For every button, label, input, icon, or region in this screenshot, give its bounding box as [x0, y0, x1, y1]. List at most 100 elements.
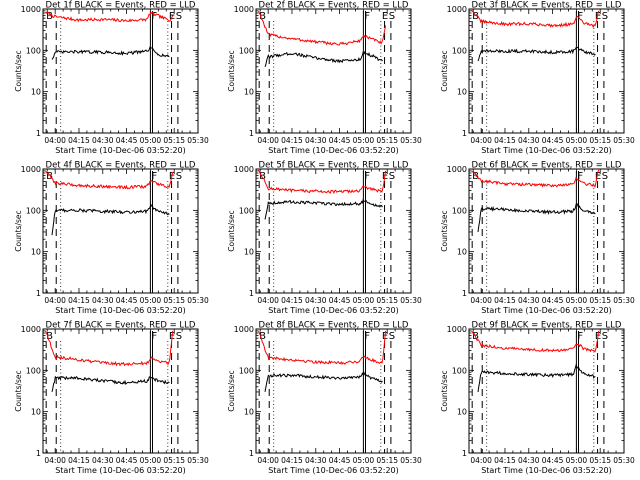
series-black-line: [51, 45, 170, 60]
y-axis-label: Counts/sec: [14, 210, 23, 251]
marker-label-B: B: [46, 331, 53, 342]
y-tick-label: 1: [36, 129, 41, 138]
plot-frame: [42, 328, 199, 454]
marker-label-S: S: [602, 171, 608, 182]
marker-label-B: B: [259, 331, 266, 342]
y-tick-label: 1: [462, 289, 467, 298]
chart-title: Det 3f BLACK = Events, RED = LLD: [472, 1, 622, 11]
marker-label-F: F: [151, 331, 157, 342]
chart-title: Det 4f BLACK = Events, RED = LLD: [46, 161, 196, 171]
series-red-line: [258, 169, 387, 194]
y-axis-label: Counts/sec: [227, 50, 236, 91]
y-tick-label: 100: [452, 366, 467, 375]
y-tick-label: 10: [244, 88, 254, 97]
marker-label-E: E: [595, 11, 601, 22]
series-red-line: [45, 170, 174, 190]
x-tick-label: 04:00: [257, 456, 279, 465]
y-tick-label: 10: [31, 408, 41, 417]
x-tick-label: 04:00: [44, 456, 66, 465]
series-black-line: [264, 198, 383, 220]
x-tick-label: 04:30: [305, 136, 327, 145]
marker-label-E: E: [382, 11, 388, 22]
series-black-line: [264, 371, 383, 392]
x-tick-label: 05:30: [187, 136, 209, 145]
x-tick-label: 04:15: [281, 296, 303, 305]
marker-label-F: F: [151, 11, 157, 22]
y-tick-label: 100: [26, 46, 41, 55]
marker-label-F: F: [364, 11, 370, 22]
x-tick-label: 05:30: [613, 456, 635, 465]
x-tick-label: 05:30: [187, 456, 209, 465]
y-tick-label: 100: [239, 46, 254, 55]
x-tick-label: 04:30: [92, 296, 114, 305]
chart-panel-3: Det 3f BLACK = Events, RED = LLD 1 10 100 10…: [440, 1, 635, 156]
chart-title: Det 8f BLACK = Events, RED = LLD: [259, 321, 409, 331]
x-tick-label: 04:00: [44, 296, 66, 305]
marker-label-B: B: [259, 171, 266, 182]
chart-panel-9: Det 9f BLACK = Events, RED = LLD 1 10 100 10…: [440, 321, 635, 476]
x-tick-label: 05:00: [566, 456, 588, 465]
marker-label-B: B: [472, 171, 479, 182]
y-tick-label: 100: [239, 206, 254, 215]
marker-label-S: S: [389, 171, 395, 182]
x-tick-label: 05:00: [566, 296, 588, 305]
x-tick-label: 04:45: [542, 136, 564, 145]
x-tick-label: 04:15: [281, 456, 303, 465]
y-tick-label: 1000: [447, 165, 467, 174]
chart-title: Det 1f BLACK = Events, RED = LLD: [46, 1, 196, 11]
series-black-line: [51, 203, 170, 236]
y-axis-label: Counts/sec: [440, 210, 449, 251]
y-tick-label: 1000: [447, 5, 467, 14]
marker-label-E: E: [595, 171, 601, 182]
chart-title: Det 5f BLACK = Events, RED = LLD: [259, 161, 409, 171]
series-red-line: [258, 10, 387, 46]
y-tick-label: 1000: [21, 5, 41, 14]
x-tick-label: 04:15: [281, 136, 303, 145]
chart-title: Det 2f BLACK = Events, RED = LLD: [259, 1, 409, 11]
x-tick-label: 04:45: [116, 136, 138, 145]
x-axis-label: Start Time (10-Dec-06 03:52:20): [268, 146, 399, 155]
marker-label-F: F: [577, 11, 583, 22]
x-tick-label: 04:00: [44, 136, 66, 145]
series-black-line: [264, 50, 383, 67]
marker-label-F: F: [364, 171, 370, 182]
y-tick-label: 1: [249, 129, 254, 138]
y-tick-label: 10: [457, 248, 467, 257]
marker-label-B: B: [46, 11, 53, 22]
marker-label-F: F: [577, 171, 583, 182]
y-tick-label: 100: [239, 366, 254, 375]
chart-panel-6: Det 6f BLACK = Events, RED = LLD 1 10 100 10…: [440, 161, 635, 316]
chart-panel-7: Det 7f BLACK = Events, RED = LLD 1 10 100 10…: [14, 321, 209, 476]
x-tick-label: 05:15: [376, 136, 398, 145]
x-tick-label: 04:00: [470, 296, 492, 305]
x-tick-label: 04:15: [68, 136, 90, 145]
series-black-line: [477, 363, 596, 392]
y-tick-label: 100: [452, 46, 467, 55]
series-red-line: [258, 330, 387, 365]
marker-label-S: S: [176, 331, 182, 342]
marker-label-S: S: [389, 11, 395, 22]
y-tick-label: 1000: [234, 165, 254, 174]
x-tick-label: 04:00: [470, 136, 492, 145]
x-tick-label: 05:00: [353, 136, 375, 145]
x-tick-label: 05:15: [376, 296, 398, 305]
series-black-line: [477, 202, 596, 232]
series-red-line: [45, 330, 174, 367]
marker-label-S: S: [176, 171, 182, 182]
x-tick-label: 05:30: [400, 456, 422, 465]
chart-panel-8: Det 8f BLACK = Events, RED = LLD 1 10 100 10…: [227, 321, 422, 476]
x-axis-label: Start Time (10-Dec-06 03:52:20): [481, 466, 612, 475]
plot-frame: [255, 328, 412, 454]
y-axis-label: Counts/sec: [440, 50, 449, 91]
x-tick-label: 04:15: [494, 456, 516, 465]
y-axis-label: Counts/sec: [14, 50, 23, 91]
x-tick-label: 05:30: [613, 296, 635, 305]
plot-frame: [255, 168, 412, 294]
y-tick-label: 100: [26, 206, 41, 215]
y-tick-label: 1: [249, 449, 254, 458]
x-tick-label: 05:00: [140, 456, 162, 465]
y-tick-label: 10: [244, 408, 254, 417]
marker-label-F: F: [364, 331, 370, 342]
x-tick-label: 04:30: [92, 136, 114, 145]
